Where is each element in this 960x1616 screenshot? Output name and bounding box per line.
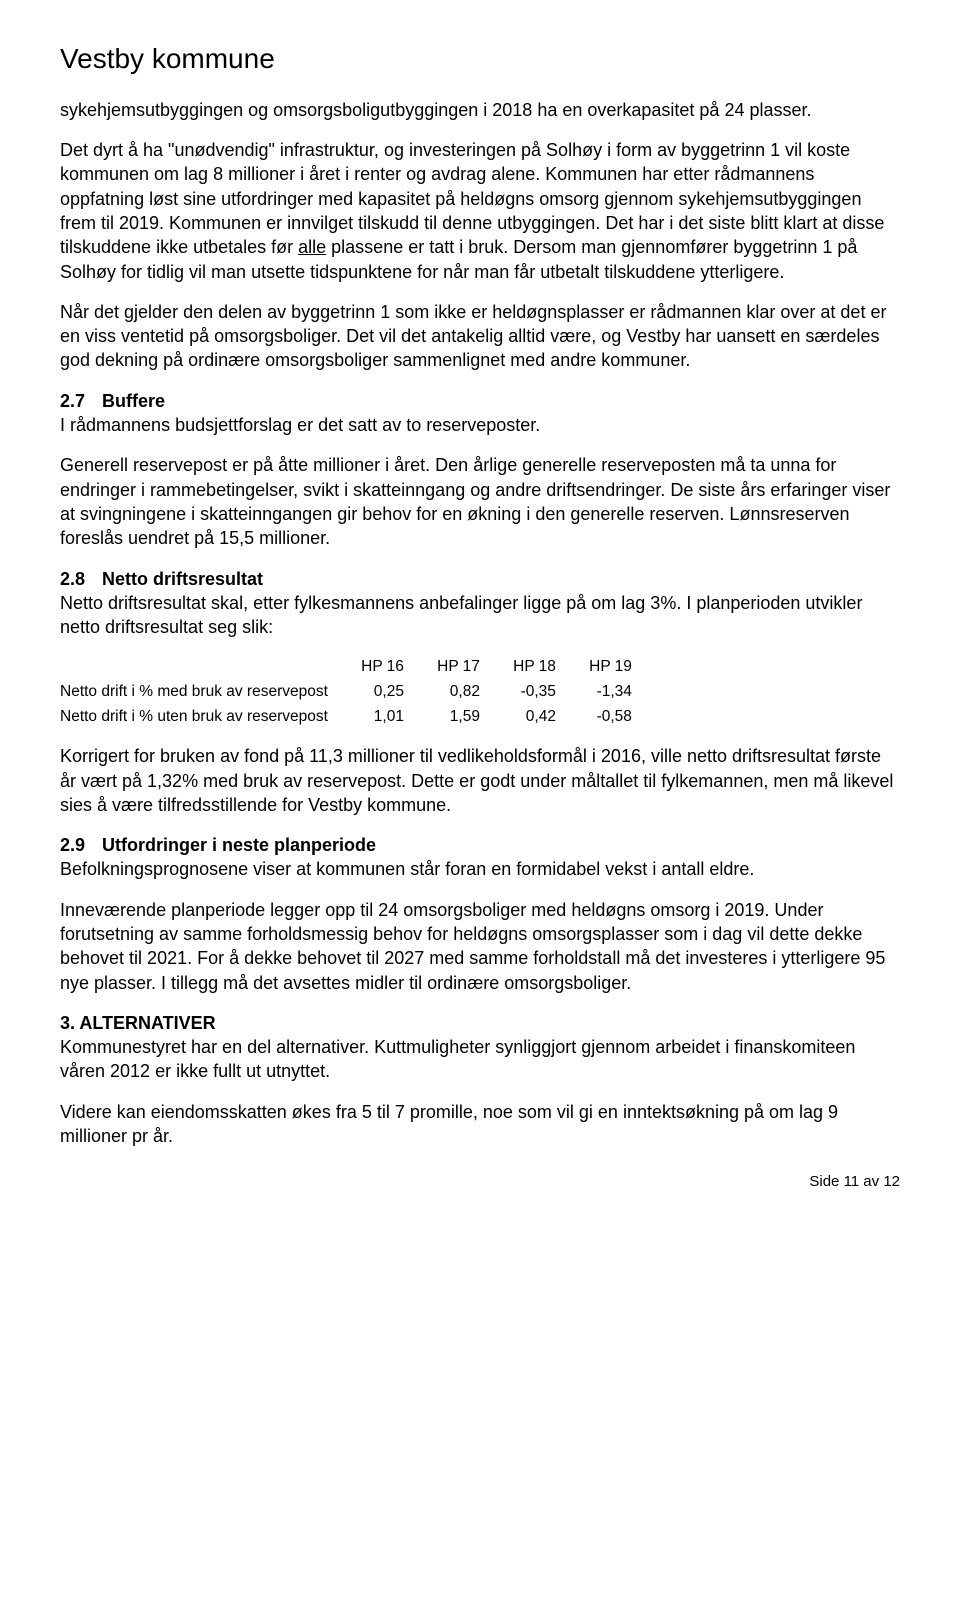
paragraph: Videre kan eiendomsskatten økes fra 5 ti…: [60, 1100, 900, 1149]
table-cell: 1,59: [418, 705, 494, 730]
table-cell: Netto drift i % uten bruk av reservepost: [60, 705, 342, 730]
table-row: Netto drift i % med bruk av reservepost …: [60, 680, 646, 705]
paragraph: Kommunestyret har en del alternativer. K…: [60, 1035, 900, 1084]
table-header-cell: HP 17: [418, 655, 494, 680]
table-header-cell: HP 19: [570, 655, 646, 680]
underlined-text: alle: [298, 237, 326, 257]
table-cell: 1,01: [342, 705, 418, 730]
driftsresultat-table: HP 16 HP 17 HP 18 HP 19 Netto drift i % …: [60, 655, 646, 730]
section-heading-3: 3. ALTERNATIVER: [60, 1011, 900, 1035]
table-cell: -0,35: [494, 680, 570, 705]
table-header-cell: [60, 655, 342, 680]
paragraph: Inneværende planperiode legger opp til 2…: [60, 898, 900, 995]
table-header-cell: HP 18: [494, 655, 570, 680]
paragraph: I rådmannens budsjettforslag er det satt…: [60, 413, 900, 437]
table-cell: Netto drift i % med bruk av reservepost: [60, 680, 342, 705]
page-footer: Side 11 av 12: [60, 1172, 900, 1192]
section-number: 2.8: [60, 567, 102, 591]
table-header-cell: HP 16: [342, 655, 418, 680]
paragraph: Når det gjelder den delen av byggetrinn …: [60, 300, 900, 373]
table-cell: 0,25: [342, 680, 418, 705]
section-heading-2-8: 2.8Netto driftsresultat: [60, 567, 900, 591]
section-title: Utfordringer i neste planperiode: [102, 835, 376, 855]
paragraph: Netto driftsresultat skal, etter fylkesm…: [60, 591, 900, 640]
table-cell: 0,42: [494, 705, 570, 730]
paragraph: Korrigert for bruken av fond på 11,3 mil…: [60, 744, 900, 817]
paragraph: Det dyrt å ha "unødvendig" infrastruktur…: [60, 138, 900, 284]
section-title: Netto driftsresultat: [102, 569, 263, 589]
section-heading-2-7: 2.7Buffere: [60, 389, 900, 413]
table-header-row: HP 16 HP 17 HP 18 HP 19: [60, 655, 646, 680]
table-row: Netto drift i % uten bruk av reservepost…: [60, 705, 646, 730]
paragraph: Generell reservepost er på åtte millione…: [60, 453, 900, 550]
section-title: Buffere: [102, 391, 165, 411]
table-cell: 0,82: [418, 680, 494, 705]
section-heading-2-9: 2.9Utfordringer i neste planperiode: [60, 833, 900, 857]
page-header-title: Vestby kommune: [60, 40, 900, 78]
paragraph: sykehjemsutbyggingen og omsorgsboligutby…: [60, 98, 900, 122]
table-cell: -1,34: [570, 680, 646, 705]
paragraph: Befolkningsprognosene viser at kommunen …: [60, 857, 900, 881]
table-cell: -0,58: [570, 705, 646, 730]
section-number: 2.9: [60, 833, 102, 857]
section-number: 2.7: [60, 389, 102, 413]
